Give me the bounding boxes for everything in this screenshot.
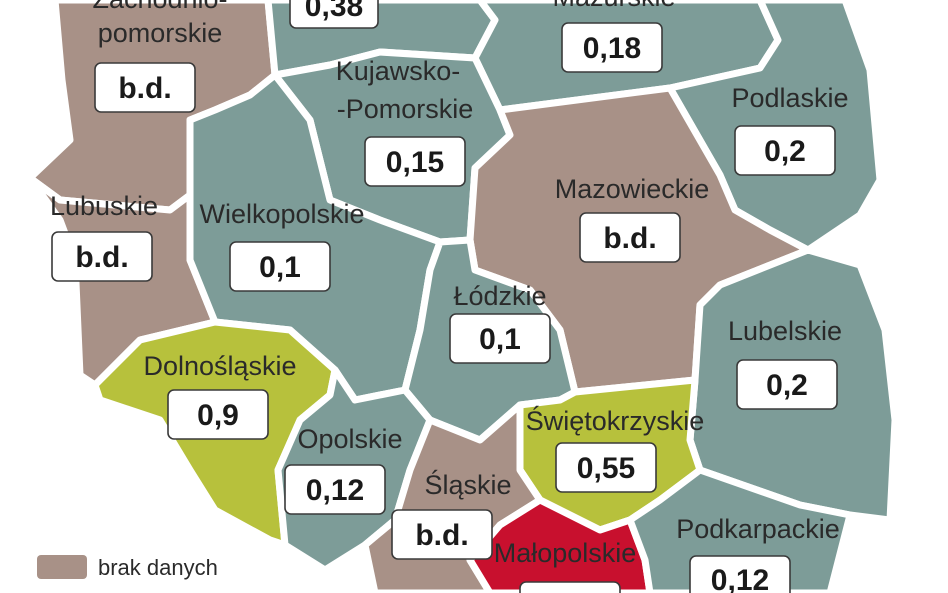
region-name: Dolnośląskie — [143, 351, 296, 381]
region-name: Mazurskie — [552, 0, 675, 12]
label-lubelskie: Lubelskie 0,2 — [728, 316, 842, 410]
label-wielkopolskie: Wielkopolskie 0,1 — [199, 199, 365, 292]
region-value: b.d. — [415, 519, 468, 552]
value-box — [736, 359, 838, 410]
region-name: Wielkopolskie — [199, 199, 364, 229]
value-box — [579, 212, 681, 263]
value-box — [519, 581, 621, 593]
label-malopolskie: Małopolskie — [494, 538, 637, 593]
region-value: 0,15 — [386, 146, 444, 179]
region-value: 0,2 — [766, 369, 808, 402]
region-value: b.d. — [75, 241, 128, 274]
legend: brak danych — [37, 555, 218, 580]
value-box — [94, 62, 196, 113]
region-name: Zachodnio- — [92, 0, 227, 14]
value-box — [364, 136, 466, 187]
region-value: 0,1 — [479, 323, 521, 356]
label-swietokrzyskie: Świętokrzyskie 0,55 — [526, 404, 705, 493]
region-value: 0,1 — [259, 251, 301, 284]
label-opolskie: Opolskie 0,12 — [284, 424, 403, 515]
region-name: Podkarpackie — [676, 514, 840, 544]
region-name: Kujawsko- — [336, 56, 461, 86]
region-name: Podlaskie — [731, 83, 848, 113]
region-value: 0,55 — [577, 452, 635, 485]
region-name: pomorskie — [98, 18, 223, 48]
label-slaskie: Śląskie b.d. — [391, 468, 512, 560]
label-podlaskie: Podlaskie 0,2 — [731, 83, 849, 176]
value-box — [284, 464, 386, 515]
region-name: Łódzkie — [453, 281, 546, 311]
label-zachodniopomorskie: Zachodnio- pomorskie b.d. — [92, 0, 228, 113]
value-box — [51, 231, 153, 282]
value-box — [555, 442, 657, 493]
value-box — [391, 509, 493, 560]
region-name: -Pomorskie — [337, 94, 474, 124]
value-box — [734, 125, 836, 176]
region-podkarpackie[interactable] — [626, 466, 854, 593]
label-podkarpackie: Podkarpackie 0,12 — [676, 514, 840, 593]
region-name: Lubelskie — [728, 316, 842, 346]
label-dolnoslaskie: Dolnośląskie 0,9 — [143, 351, 297, 440]
value-box — [229, 241, 331, 292]
label-mazowieckie: Mazowieckie b.d. — [555, 174, 710, 263]
region-name: Opolskie — [297, 424, 402, 454]
label-pomorskie: 0,38 — [289, 0, 379, 29]
value-box — [689, 555, 791, 593]
region-value: 0,2 — [764, 135, 806, 168]
region-name: Śląskie — [424, 468, 511, 500]
value-box — [289, 0, 379, 29]
region-name: Mazowieckie — [555, 174, 710, 204]
region-name: Lubuskie — [50, 191, 158, 221]
label-lubuskie: Lubuskie b.d. — [50, 191, 158, 282]
value-box — [167, 389, 269, 440]
legend-swatch — [37, 555, 87, 579]
label-kujawsko-pomorskie: Kujawsko- -Pomorskie 0,15 — [336, 56, 474, 187]
value-box — [449, 313, 551, 364]
region-value: 0,12 — [306, 474, 364, 507]
region-name: Małopolskie — [494, 538, 637, 568]
label-mazurskie: Mazurskie 0,18 — [552, 0, 676, 73]
region-value: b.d. — [118, 72, 171, 105]
region-value: 0,38 — [305, 0, 363, 23]
region-value: 0,12 — [711, 564, 769, 593]
label-lodzkie: Łódzkie 0,1 — [449, 281, 551, 364]
region-name: Świętokrzyskie — [526, 404, 705, 436]
value-box — [561, 22, 663, 73]
region-value: b.d. — [603, 222, 656, 255]
region-value: 0,18 — [583, 32, 641, 65]
region-value: 0,9 — [197, 399, 239, 432]
legend-label: brak danych — [98, 555, 218, 580]
